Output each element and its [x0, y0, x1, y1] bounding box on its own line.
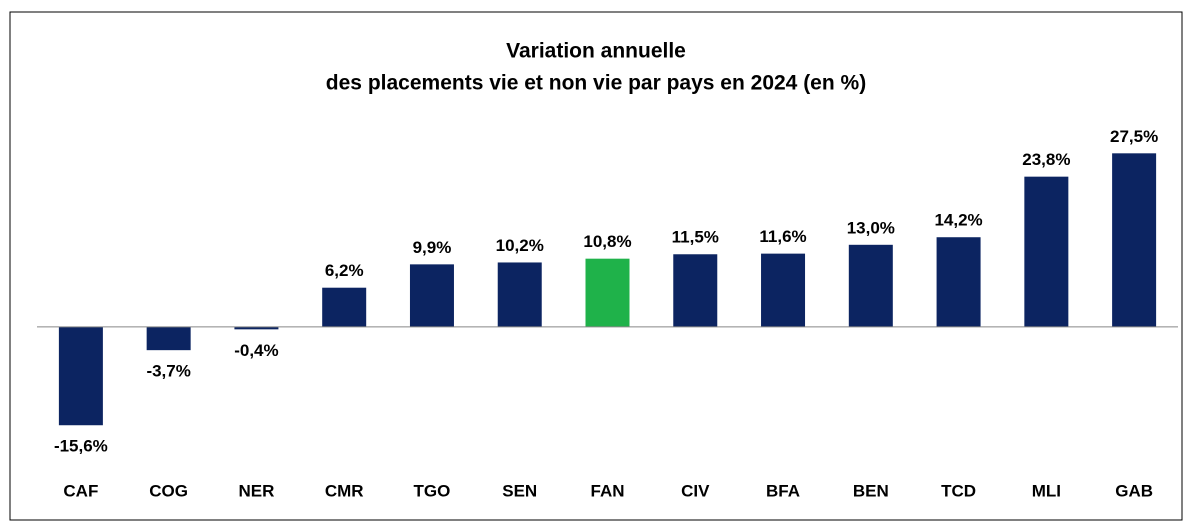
value-label: 10,2% — [496, 236, 544, 255]
x-tick-label: FAN — [591, 481, 625, 500]
bar — [322, 287, 367, 327]
bar — [585, 258, 630, 327]
x-tick-label: TGO — [414, 481, 451, 500]
bar — [848, 244, 893, 327]
bar — [673, 254, 718, 327]
x-tick-label: BFA — [766, 481, 800, 500]
chart-title: des placements vie et non vie par pays e… — [326, 72, 866, 95]
bar — [497, 262, 542, 327]
value-label: 11,6% — [759, 227, 806, 246]
bar — [1112, 153, 1157, 327]
value-label: -0,4% — [234, 341, 278, 360]
x-tick-label: GAB — [1115, 481, 1153, 500]
x-tick-label: CMR — [325, 481, 364, 500]
x-tick-label: NER — [238, 481, 274, 500]
bar — [936, 237, 981, 327]
value-label: 13,0% — [847, 218, 895, 237]
value-label: 6,2% — [325, 261, 364, 280]
bar — [761, 253, 806, 327]
bar — [146, 326, 191, 351]
x-tick-label: COG — [149, 481, 188, 500]
x-tick-label: CIV — [681, 481, 710, 500]
bar — [234, 326, 279, 330]
x-tick-label: BEN — [853, 481, 889, 500]
value-label: 14,2% — [934, 211, 982, 230]
bar — [1024, 176, 1069, 327]
value-label: 9,9% — [413, 238, 452, 257]
bar — [58, 326, 103, 426]
x-tick-label: TCD — [941, 481, 976, 500]
chart-title: Variation annuelle — [506, 40, 686, 63]
value-label: 11,5% — [672, 228, 719, 247]
value-label: 27,5% — [1110, 127, 1158, 146]
value-label: -3,7% — [146, 362, 190, 381]
x-tick-label: SEN — [502, 481, 537, 500]
x-tick-label: MLI — [1032, 481, 1061, 500]
value-label: 10,8% — [583, 232, 631, 251]
value-label: 23,8% — [1022, 150, 1070, 169]
value-label: -15,6% — [54, 437, 108, 456]
bar — [409, 264, 454, 327]
x-tick-label: CAF — [63, 481, 98, 500]
